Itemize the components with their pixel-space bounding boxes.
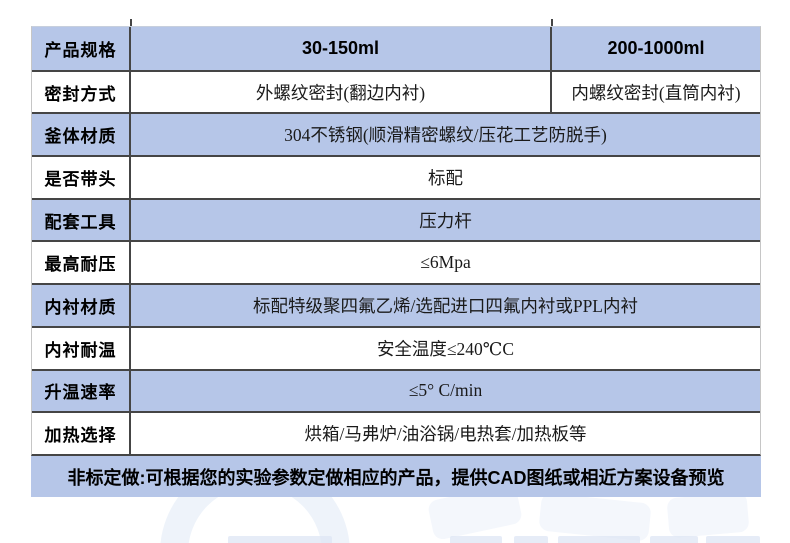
row-label: 升温速率: [32, 370, 131, 412]
table-row-max-pressure: 最高耐压 ≤6Mpa: [32, 240, 760, 284]
heating-rate-value: ≤5° C/min: [408, 380, 483, 401]
row-label: 配套工具: [32, 199, 131, 241]
row-label: 釜体材质: [32, 114, 131, 156]
spec-range-large: 200-1000ml: [607, 37, 705, 58]
spec-range-small: 30-150ml: [131, 27, 552, 70]
row-label: 密封方式: [32, 71, 131, 113]
row-label: 加热选择: [32, 413, 131, 454]
row-label: 最高耐压: [32, 242, 131, 284]
body-material-value: 304不锈钢(顺滑精密螺纹/压花工艺防脱手): [284, 125, 607, 146]
head-value: 标配: [428, 167, 463, 188]
row-label: 内衬材质: [32, 285, 131, 326]
divider-tick: [130, 19, 132, 26]
row-label: 产品规格: [32, 27, 131, 70]
divider-tick: [551, 19, 553, 26]
table-row-tools: 配套工具 压力杆: [32, 197, 760, 241]
table-row-liner-temp: 内衬耐温 安全温度≤240℃C: [32, 325, 760, 369]
table-row-heating-options: 加热选择 烘箱/马弗炉/油浴锅/电热套/加热板等: [32, 411, 760, 454]
heating-options-value: 烘箱/马弗炉/油浴锅/电热套/加热板等: [304, 424, 587, 445]
sealing-large-value: 内螺纹密封(直筒内衬): [571, 82, 741, 103]
sealing-small-value: 外螺纹密封(翻边内衬): [131, 71, 552, 113]
table-row-body-material: 釜体材质 304不锈钢(顺滑精密螺纹/压花工艺防脱手): [32, 112, 760, 156]
liner-temp-value: 安全温度≤240℃C: [376, 338, 515, 359]
spec-table: 产品规格 30-150ml 200-1000ml 密封方式 外螺纹密封(翻边内衬…: [31, 26, 761, 456]
row-label: 是否带头: [32, 157, 131, 198]
liner-material-value: 标配特级聚四氟乙烯/选配进口四氟内衬或PPL内衬: [252, 295, 638, 316]
max-pressure-value: ≤6Mpa: [420, 252, 471, 273]
row-label: 内衬耐温: [32, 327, 131, 369]
custom-order-note: 非标定做:可根据您的实验参数定做相应的产品，提供CAD图纸或相近方案设备预览: [31, 456, 761, 497]
tools-value: 压力杆: [419, 210, 472, 231]
table-row-heating-rate: 升温速率 ≤5° C/min: [32, 368, 760, 412]
table-row-head: 是否带头 标配: [32, 155, 760, 198]
table-row-product-spec: 产品规格 30-150ml 200-1000ml: [32, 27, 760, 70]
table-row-liner-material: 内衬材质 标配特级聚四氟乙烯/选配进口四氟内衬或PPL内衬: [32, 283, 760, 326]
table-row-sealing: 密封方式 外螺纹密封(翻边内衬) 内螺纹密封(直筒内衬): [32, 69, 760, 113]
